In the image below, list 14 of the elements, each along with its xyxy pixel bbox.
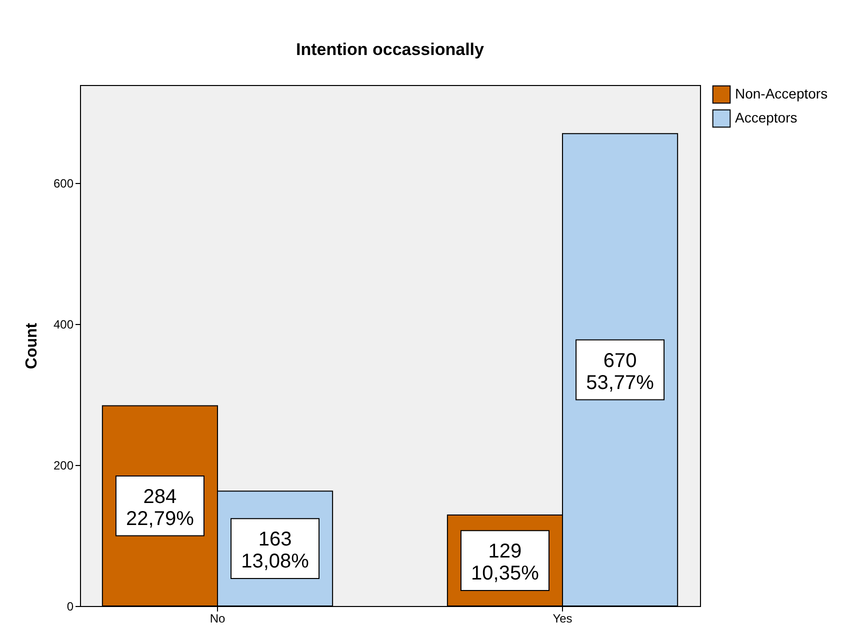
data-label: 670 53,77% <box>586 350 654 394</box>
legend-label: Acceptors <box>735 110 798 126</box>
y-axis-title: Count <box>23 322 40 370</box>
chart-title: Intention occassionally <box>296 40 485 59</box>
data-label: 129 10,35% <box>471 540 540 585</box>
x-tick-label: No <box>210 612 226 626</box>
y-tick-label: 0 <box>66 600 74 614</box>
y-tick-label: 400 <box>53 317 74 332</box>
legend-label: Non-Acceptors <box>735 86 828 102</box>
y-tick-label: 200 <box>53 458 74 472</box>
data-label: 284 22,79% <box>126 486 194 530</box>
x-tick-label: Yes <box>552 612 572 626</box>
data-label: 163 13,08% <box>241 528 310 573</box>
y-tick-label: 600 <box>53 176 74 190</box>
